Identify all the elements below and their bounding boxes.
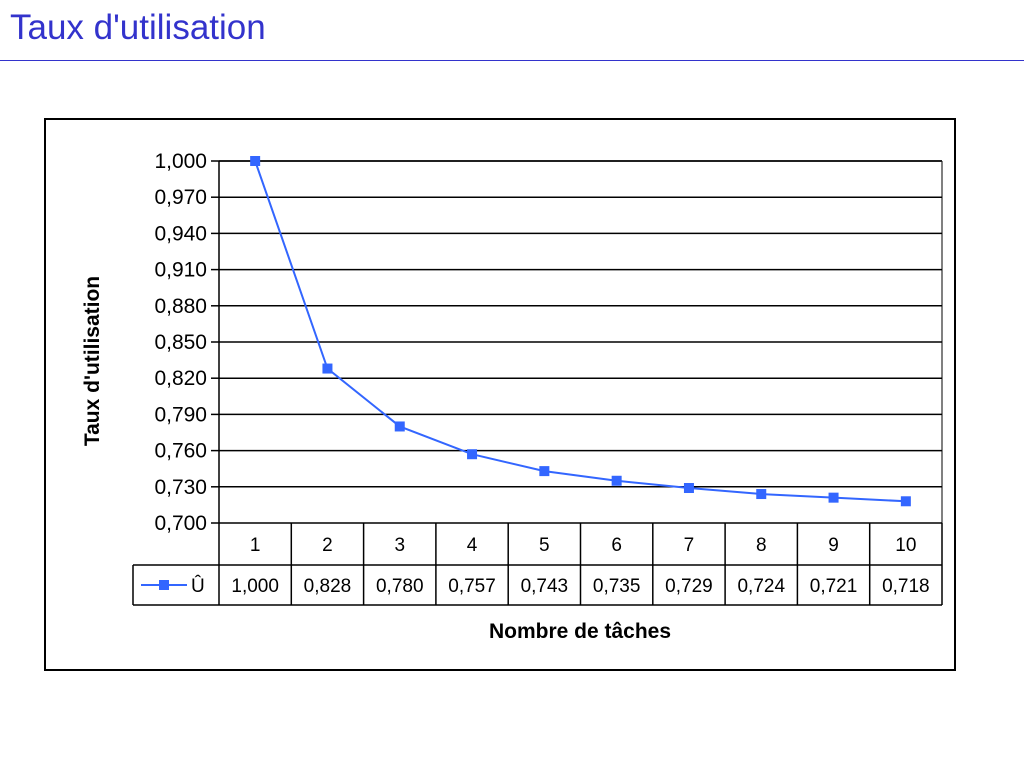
x-category-label: 8: [756, 535, 767, 556]
y-tick-label: 0,820: [154, 367, 207, 390]
data-point: [611, 475, 622, 486]
y-tick-label: 0,970: [154, 186, 207, 209]
data-label: 0,729: [665, 576, 713, 597]
data-table: 1 2 3 4 5 6 7 8 9 10 1,000 0,828 0,780 0,757 0,743 0,73…: [132, 522, 943, 606]
y-axis: 0,700 0,730 0,760 0,790 0,820 0,850 0,880 0,910…: [154, 150, 220, 605]
data-point: [756, 489, 767, 500]
y-axis-title: Taux d'utilisation: [81, 276, 104, 446]
data-point: [900, 496, 911, 507]
data-point: [683, 483, 694, 494]
x-category-label: 7: [684, 535, 695, 556]
y-tick-label: 0,700: [154, 512, 207, 535]
data-label: 0,721: [810, 576, 858, 597]
chart-frame: 1 2 3 4 5 6 7 8 9 10 1,000 0,828 0,780 0,757 0,743 0,73…: [44, 118, 956, 671]
legend-label: Û: [191, 575, 205, 597]
x-category-label: 2: [322, 535, 333, 556]
y-tick-label: 0,850: [154, 331, 207, 354]
x-category-label: 5: [539, 535, 550, 556]
x-category-label: 1: [250, 535, 261, 556]
data-point: [467, 449, 478, 460]
data-label: 0,757: [448, 576, 496, 597]
data-point: [322, 363, 333, 374]
data-label: 0,828: [304, 576, 352, 597]
x-category-label: 4: [467, 535, 478, 556]
x-category-label: 6: [611, 535, 622, 556]
data-label: 0,780: [376, 576, 424, 597]
title-divider: [0, 60, 1024, 61]
y-tick-label: 0,910: [154, 259, 207, 282]
data-point: [539, 466, 550, 477]
y-tick-label: 0,790: [154, 403, 207, 426]
data-point: [250, 156, 261, 166]
legend-marker: [159, 580, 169, 590]
data-label: 0,735: [593, 576, 641, 597]
data-label: 1,000: [231, 576, 279, 597]
gridlines: [219, 160, 943, 523]
x-category-label: 3: [394, 535, 405, 556]
y-tick-label: 0,730: [154, 476, 207, 499]
y-tick-label: 1,000: [154, 150, 207, 173]
y-tick-label: 0,940: [154, 222, 207, 245]
data-label: 0,718: [882, 576, 930, 597]
series-line-path: [254, 160, 906, 503]
data-label: 0,743: [521, 576, 569, 597]
x-category-label: 10: [895, 535, 916, 556]
slide-title: Taux d'utilisation: [10, 8, 266, 47]
data-label: 0,724: [737, 576, 785, 597]
chart: 1 2 3 4 5 6 7 8 9 10 1,000 0,828 0,780 0,757 0,743 0,73…: [81, 150, 943, 643]
x-axis-title: Nombre de tâches: [489, 620, 671, 643]
data-point: [828, 492, 839, 503]
y-tick-label: 0,760: [154, 440, 207, 463]
x-category-label: 9: [828, 535, 839, 556]
data-point: [394, 421, 405, 432]
y-tick-label: 0,880: [154, 295, 207, 318]
series-line: [250, 156, 911, 507]
